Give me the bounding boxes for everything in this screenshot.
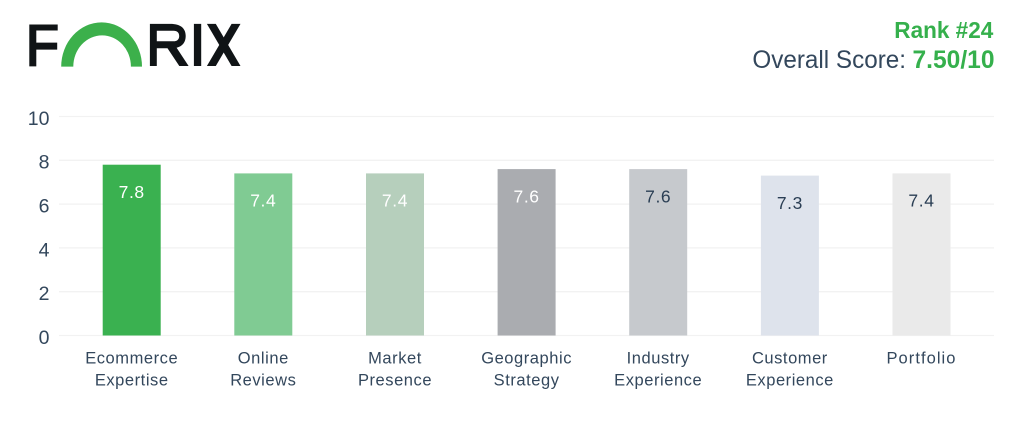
svg-text:Ecommerce: Ecommerce bbox=[85, 349, 178, 367]
svg-text:7.4: 7.4 bbox=[908, 191, 934, 211]
svg-text:7.8: 7.8 bbox=[119, 182, 145, 202]
svg-text:Strategy: Strategy bbox=[494, 372, 560, 390]
svg-text:Expertise: Expertise bbox=[95, 372, 169, 390]
svg-text:Experience: Experience bbox=[614, 372, 702, 390]
svg-text:Reviews: Reviews bbox=[230, 372, 296, 390]
svg-text:7.6: 7.6 bbox=[645, 186, 671, 206]
svg-text:Overall Score:: Overall Score: bbox=[752, 46, 906, 74]
svg-text:Rank #24: Rank #24 bbox=[894, 17, 993, 43]
svg-text:7.4: 7.4 bbox=[250, 191, 276, 211]
svg-text:Portfolio: Portfolio bbox=[887, 349, 957, 367]
svg-text:Industry: Industry bbox=[627, 349, 690, 367]
svg-text:Customer: Customer bbox=[752, 349, 828, 367]
svg-text:Online: Online bbox=[238, 349, 289, 367]
svg-text:6: 6 bbox=[39, 196, 50, 218]
svg-text:7.6: 7.6 bbox=[514, 186, 540, 206]
svg-text:7.4: 7.4 bbox=[382, 191, 408, 211]
svg-text:Geographic: Geographic bbox=[481, 349, 572, 367]
svg-text:10: 10 bbox=[28, 108, 50, 130]
svg-text:4: 4 bbox=[39, 239, 50, 261]
svg-text:2: 2 bbox=[39, 283, 50, 305]
svg-text:7.50/10: 7.50/10 bbox=[913, 46, 995, 74]
svg-text:Market: Market bbox=[368, 349, 422, 367]
svg-text:Presence: Presence bbox=[358, 372, 432, 390]
svg-text:Experience: Experience bbox=[746, 372, 834, 390]
svg-text:0: 0 bbox=[39, 327, 50, 349]
svg-text:7.3: 7.3 bbox=[777, 193, 803, 213]
svg-text:8: 8 bbox=[39, 152, 50, 174]
